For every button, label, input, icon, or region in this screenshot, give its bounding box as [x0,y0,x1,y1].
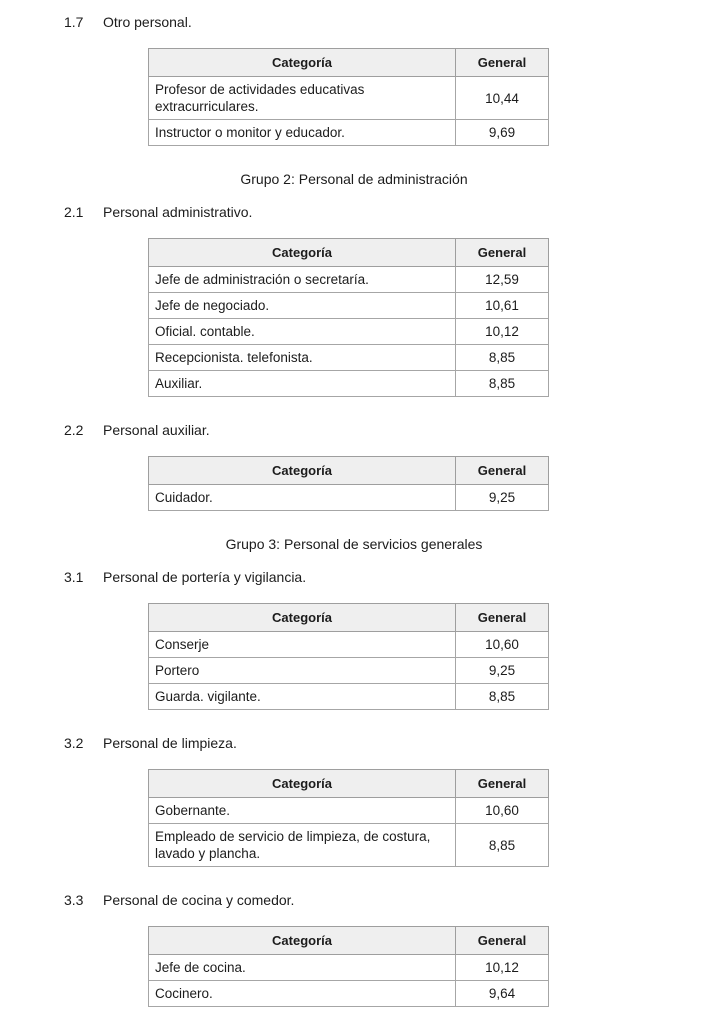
table-row: Jefe de negociado. 10,61 [148,292,549,319]
table-header-row: Categoría General [148,456,549,485]
value-cell: 12,59 [455,266,549,293]
column-header-general: General [455,456,549,485]
value-cell: 9,69 [455,119,549,146]
table-row: Jefe de administración o secretaría. 12,5… [148,266,549,293]
value-cell: 10,12 [455,954,549,981]
category-cell: Gobernante. [148,797,456,824]
subsection-heading-2-2: 2.2 Personal auxiliar. [64,422,708,439]
category-table-wrap: Categoría General Profesor de actividade… [148,48,708,146]
category-table-wrap: Categoría General Conserje 10,60 Portero 9,… [148,603,708,710]
table-header-row: Categoría General [148,926,549,955]
subsection-number: 3.1 [64,569,84,585]
column-header-category: Categoría [148,238,456,267]
column-header-category: Categoría [148,926,456,955]
table-row: Cuidador. 9,25 [148,484,549,511]
category-table-wrap: Categoría General Gobernante. 10,60 Emplea… [148,769,708,867]
column-header-general: General [455,926,549,955]
value-cell: 9,25 [455,484,549,511]
subsection-title: Otro personal. [103,14,192,30]
category-cell: Profesor de actividades educativas extra… [148,76,456,120]
category-cell: Instructor o monitor y educador. [148,119,456,146]
category-table-wrap: Categoría General Jefe de administración… [148,238,708,397]
subsection-number: 2.2 [64,422,84,438]
value-cell: 8,85 [455,370,549,397]
subsection-heading-3-2: 3.2 Personal de limpieza. [64,735,708,752]
group-heading-2: Grupo 2: Personal de administración [240,171,468,187]
table-row: Jefe de cocina. 10,12 [148,954,549,981]
subsection-title: Personal administrativo. [103,204,253,220]
subsection-title: Personal auxiliar. [103,422,210,438]
table-header-row: Categoría General [148,769,549,798]
value-cell: 10,60 [455,631,549,658]
category-cell: Jefe de administración o secretaría. [148,266,456,293]
category-cell: Jefe de cocina. [148,954,456,981]
table-row: Recepcionista. telefonista. 8,85 [148,344,549,371]
category-cell: Guarda. vigilante. [148,683,456,710]
value-cell: 8,85 [455,683,549,710]
category-cell: Oficial. contable. [148,318,456,345]
category-table-wrap: Categoría General Jefe de cocina. 10,12 Co… [148,926,708,1007]
table-row: Oficial. contable. 10,12 [148,318,549,345]
category-table-3-3: Categoría General Jefe de cocina. 10,12 Co… [148,926,549,1007]
category-table-wrap: Categoría General Cuidador. 9,25 [148,456,708,511]
column-header-general: General [455,769,549,798]
column-header-category: Categoría [148,769,456,798]
subsection-heading-1-7: 1.7 Otro personal. [64,14,708,31]
table-header-row: Categoría General [148,48,549,77]
value-cell: 10,60 [455,797,549,824]
table-header-row: Categoría General [148,238,549,267]
table-row: Gobernante. 10,60 [148,797,549,824]
table-row: Guarda. vigilante. 8,85 [148,683,549,710]
table-row: Profesor de actividades educativas extra… [148,76,549,120]
category-cell: Cocinero. [148,980,456,1007]
column-header-category: Categoría [148,48,456,77]
value-cell: 8,85 [455,823,549,867]
table-row: Conserje 10,60 [148,631,549,658]
table-header-row: Categoría General [148,603,549,632]
category-cell: Portero [148,657,456,684]
category-cell: Recepcionista. telefonista. [148,344,456,371]
value-cell: 10,12 [455,318,549,345]
column-header-general: General [455,48,549,77]
value-cell: 9,64 [455,980,549,1007]
category-cell: Empleado de servicio de limpieza, de cos… [148,823,456,867]
group-heading-3: Grupo 3: Personal de servicios generales [225,536,483,552]
category-table-2-1: Categoría General Jefe de administración… [148,238,549,397]
category-table-3-2: Categoría General Gobernante. 10,60 Emplea… [148,769,549,867]
table-row: Empleado de servicio de limpieza, de cos… [148,823,549,867]
subsection-title: Personal de cocina y comedor. [103,892,295,908]
subsection-title: Personal de limpieza. [103,735,237,751]
column-header-general: General [455,603,549,632]
subsection-heading-2-1: 2.1 Personal administrativo. [64,204,708,221]
category-table-2-2: Categoría General Cuidador. 9,25 [148,456,549,511]
column-header-category: Categoría [148,456,456,485]
table-row: Auxiliar. 8,85 [148,370,549,397]
value-cell: 9,25 [455,657,549,684]
subsection-heading-3-3: 3.3 Personal de cocina y comedor. [64,892,708,909]
category-cell: Jefe de negociado. [148,292,456,319]
category-table-3-1: Categoría General Conserje 10,60 Portero 9,… [148,603,549,710]
value-cell: 10,61 [455,292,549,319]
category-cell: Auxiliar. [148,370,456,397]
table-row: Portero 9,25 [148,657,549,684]
subsection-title: Personal de portería y vigilancia. [103,569,307,585]
subsection-number: 1.7 [64,14,84,30]
column-header-category: Categoría [148,603,456,632]
category-cell: Cuidador. [148,484,456,511]
category-cell: Conserje [148,631,456,658]
column-header-general: General [455,238,549,267]
subsection-number: 3.3 [64,892,84,908]
subsection-number: 3.2 [64,735,84,751]
category-table-1-7: Categoría General Profesor de actividade… [148,48,549,146]
table-row: Instructor o monitor y educador. 9,69 [148,119,549,146]
value-cell: 8,85 [455,344,549,371]
subsection-number: 2.1 [64,204,84,220]
value-cell: 10,44 [455,76,549,120]
table-row: Cocinero. 9,64 [148,980,549,1007]
subsection-heading-3-1: 3.1 Personal de portería y vigilancia. [64,569,708,586]
